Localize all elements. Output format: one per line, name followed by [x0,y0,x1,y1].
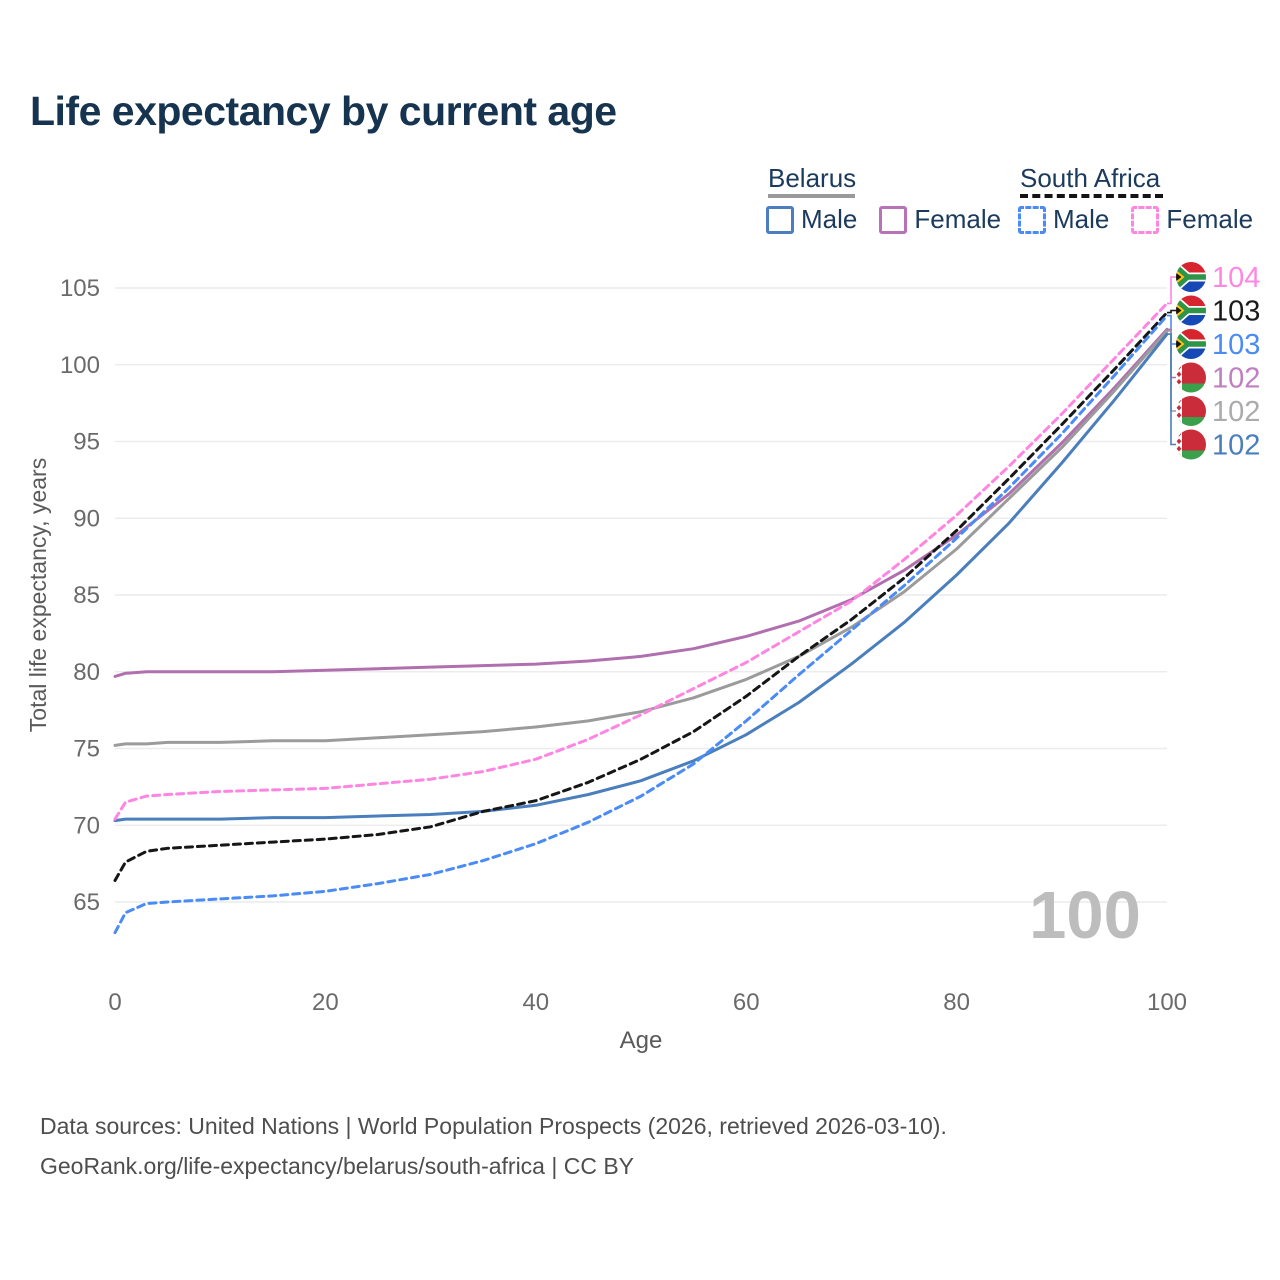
y-tick-label: 80 [73,659,100,686]
legend-header-belarus[interactable]: Belarus [768,163,857,193]
series-line-south-africa-total[interactable] [113,311,1169,882]
legend-label-south-africa-female[interactable]: Female [1166,204,1254,234]
legend-row-belarus: Male Female [766,204,1001,235]
belarus-flag-icon [1176,430,1206,460]
legend-header-south-africa[interactable]: South Africa [1020,163,1161,193]
legend-swatch-belarus-male[interactable] [766,205,794,234]
end-value-label: 104 [1212,262,1260,294]
series-line-south-africa-male[interactable] [113,314,1169,935]
south-africa-flag-icon [1175,329,1207,359]
end-label-connector [1167,276,1176,305]
south-africa-flag-icon [1175,296,1207,326]
legend-label-south-africa-male[interactable]: Male [1053,204,1110,234]
x-tick-label: 0 [108,989,121,1016]
legend-label-belarus-male[interactable]: Male [801,204,858,234]
legend-line-sample-south-africa [1020,194,1163,198]
series-line-belarus-male[interactable] [113,332,1169,823]
legend-line-sample-belarus [768,194,855,198]
attribution-footer: Data sources: United Nations | World Pop… [40,1106,947,1186]
end-value-label: 102 [1212,396,1260,428]
series-line-belarus-total[interactable] [113,329,1169,747]
y-tick-label: 90 [73,505,100,532]
y-tick-label: 105 [60,275,100,302]
y-tick-label: 70 [73,812,100,839]
x-tick-label: 20 [312,989,339,1016]
y-tick-label: 100 [60,352,100,379]
y-tick-label: 85 [73,582,100,609]
end-label-connector [1167,333,1176,446]
x-tick-label: 80 [943,989,970,1016]
y-tick-label: 65 [73,889,100,916]
current-age-watermark: 100 [1029,878,1141,953]
belarus-flag-icon [1176,363,1206,393]
south-africa-flag-icon [1175,262,1207,292]
y-axis-title: Total life expectancy, years [25,458,51,732]
page-title: Life expectancy by current age [30,88,617,134]
end-value-label: 103 [1212,329,1260,361]
source-url-line: GeoRank.org/life-expectancy/belarus/sout… [40,1153,635,1179]
belarus-flag-icon [1176,396,1206,426]
legend-swatch-belarus-female[interactable] [879,205,908,234]
end-value-label: 103 [1212,296,1260,328]
y-tick-label: 75 [73,736,100,763]
legend-swatch-south-africa-male[interactable] [1018,205,1046,234]
x-tick-label: 40 [522,989,549,1016]
series-line-south-africa-female[interactable] [113,301,1169,821]
legend-label-belarus-female[interactable]: Female [914,204,1002,234]
y-tick-label: 95 [73,429,100,456]
data-sources-line: Data sources: United Nations | World Pop… [40,1113,947,1139]
legend-swatch-south-africa-female[interactable] [1131,205,1160,234]
series-line-belarus-female[interactable] [113,327,1169,678]
end-label-connector [1167,309,1176,314]
x-tick-label: 100 [1147,989,1187,1016]
end-value-label: 102 [1212,430,1260,462]
legend-row-south-africa: Male Female [1018,204,1253,235]
x-tick-label: 60 [733,989,760,1016]
end-value-label: 102 [1212,363,1260,395]
x-axis-title: Age [620,1027,663,1054]
